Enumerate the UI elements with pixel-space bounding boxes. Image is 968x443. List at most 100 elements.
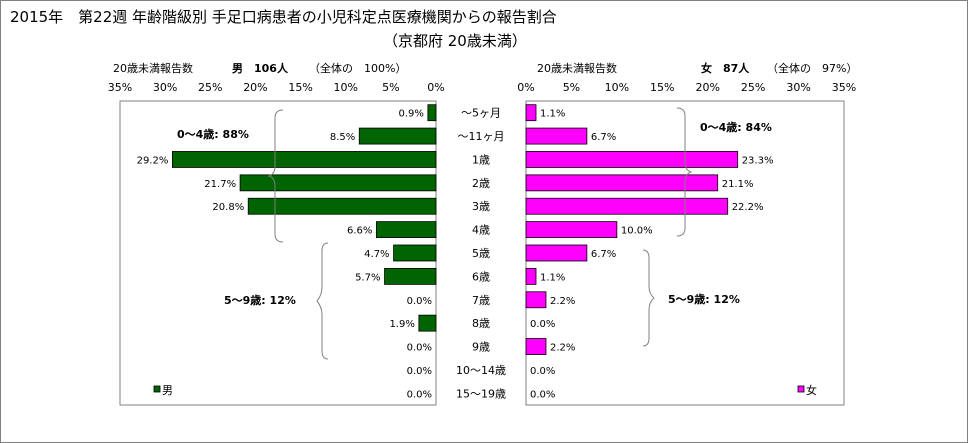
male-data-label: 0.9% — [398, 109, 423, 120]
category-label: 15〜19歳 — [456, 387, 506, 400]
category-label: 4歳 — [472, 224, 490, 237]
female-data-label: 0.0% — [530, 319, 555, 330]
male-data-label: 20.8% — [212, 202, 244, 213]
female-bar — [525, 267, 537, 285]
right-tick-label: 35% — [832, 81, 856, 94]
category-label: 9歳 — [472, 341, 490, 354]
left-tick-label: 15% — [288, 81, 312, 94]
female-bar — [525, 338, 547, 355]
right-tick-label: 30% — [786, 81, 810, 94]
female-legend-label: 女 — [806, 383, 817, 397]
male-data-label: 0.0% — [407, 343, 432, 354]
left-header-count: 男 106人 — [232, 61, 289, 75]
male-bar — [247, 197, 437, 215]
right-tick-label: 10% — [605, 81, 629, 94]
female-bar — [525, 174, 719, 192]
male-data-label: 1.9% — [389, 319, 414, 330]
right-header-total: （全体の 97%） — [767, 61, 857, 75]
female-legend-swatch — [797, 385, 805, 393]
left-header-label: 20歳未満報告数 — [113, 62, 193, 75]
chart-subtitle: （京都府 20歳未満） — [383, 32, 527, 50]
male-bar — [171, 151, 437, 168]
female-bar — [525, 244, 588, 262]
male-data-label: 8.5% — [330, 132, 355, 143]
female-bar — [525, 151, 739, 168]
right-tick-label: 20% — [695, 81, 719, 94]
male-bar — [384, 267, 437, 285]
left-tick-label: 35% — [108, 81, 132, 94]
right-header-label: 20歳未満報告数 — [537, 62, 617, 75]
female-data-label: 21.1% — [722, 179, 754, 190]
female-data-label: 6.7% — [591, 132, 616, 143]
right-axis-ticks: 0% 5% 10% 15% 20% 25% 30% 35% — [517, 81, 856, 94]
female-data-label: 1.1% — [540, 272, 565, 283]
category-label: 7歳 — [472, 294, 490, 307]
female-0-4-bracket — [676, 107, 693, 237]
female-data-label: 10.0% — [621, 226, 653, 237]
category-label: 2歳 — [472, 177, 490, 190]
male-0-4-annotation: 0〜4歳: 88% — [177, 127, 249, 141]
female-bar — [525, 221, 618, 239]
male-series: 0.9% 8.5% 29.2% 21.7% 20.8% 6.6% 4.7% 5.7% 0.0% 1… — [137, 104, 437, 400]
male-data-label: 21.7% — [204, 179, 236, 190]
female-data-label: 6.7% — [591, 249, 616, 260]
female-data-label: 0.0% — [530, 366, 555, 377]
female-5-9-annotation: 5〜9歳: 12% — [668, 292, 740, 306]
male-data-label: 0.0% — [407, 389, 432, 400]
female-data-label: 2.2% — [550, 343, 575, 354]
female-0-4-annotation: 0〜4歳: 84% — [700, 120, 772, 134]
right-tick-label: 0% — [517, 81, 534, 94]
male-bar — [358, 127, 437, 145]
left-tick-label: 0% — [427, 81, 444, 94]
category-label: 3歳 — [472, 200, 490, 213]
left-axis-ticks: 35% 30% 25% 20% 15% 10% 5% 0% — [108, 81, 445, 94]
female-data-label: 22.2% — [732, 202, 764, 213]
female-bar — [525, 291, 547, 309]
male-data-label: 29.2% — [137, 155, 169, 166]
category-labels: 〜5ヶ月〜11ヶ月 1歳 2歳 3歳 4歳 5歳 6歳 7歳 8歳 9歳 10〜14歳 15〜19歳 — [456, 107, 506, 401]
male-bar — [376, 221, 437, 239]
category-label: 〜11ヶ月 — [458, 130, 505, 143]
left-tick-label: 25% — [198, 81, 222, 94]
female-series: 1.1% 6.7% 23.3% 21.1% 22.2% 10.0% 6.7% 1.1% 2.2%… — [525, 104, 774, 400]
male-data-label: 0.0% — [407, 366, 432, 377]
male-bar — [239, 174, 437, 192]
female-bar — [525, 197, 729, 215]
male-5-9-bracket — [316, 242, 329, 360]
male-legend-label: 男 — [162, 384, 173, 397]
male-legend-swatch — [153, 385, 161, 393]
right-tick-label: 25% — [741, 81, 765, 94]
male-data-label: 4.7% — [364, 249, 389, 260]
female-data-label: 1.1% — [540, 109, 565, 120]
female-data-label: 2.2% — [550, 296, 575, 307]
left-tick-label: 5% — [382, 81, 399, 94]
female-5-9-bracket — [642, 249, 655, 347]
category-label: 〜5ヶ月 — [461, 107, 501, 120]
right-tick-label: 15% — [650, 81, 674, 94]
female-bar — [525, 127, 588, 145]
right-header-count: 女 87人 — [701, 61, 750, 75]
category-label: 8歳 — [472, 317, 490, 330]
right-tick-label: 5% — [563, 81, 580, 94]
category-label: 1歳 — [472, 153, 490, 166]
female-bar — [525, 104, 537, 122]
left-tick-label: 30% — [153, 81, 177, 94]
left-tick-label: 10% — [333, 81, 357, 94]
male-5-9-annotation: 5〜9歳: 12% — [224, 293, 296, 307]
left-header-total: （全体の 100%） — [309, 61, 406, 75]
female-data-label: 23.3% — [742, 155, 774, 166]
category-label: 10〜14歳 — [456, 364, 506, 377]
male-0-4-bracket — [267, 109, 284, 243]
male-bar — [393, 244, 437, 262]
male-data-label: 5.7% — [355, 272, 380, 283]
category-label: 6歳 — [472, 270, 490, 283]
female-data-label: 0.0% — [530, 389, 555, 400]
chart-title: 2015年 第22週 年齢階級別 手足口病患者の小児科定点医療機関からの報告割合 — [10, 8, 557, 26]
left-tick-label: 20% — [243, 81, 267, 94]
male-bar — [427, 104, 437, 122]
male-data-label: 0.0% — [407, 296, 432, 307]
category-label: 5歳 — [472, 247, 490, 260]
male-data-label: 6.6% — [347, 226, 372, 237]
male-bar — [418, 314, 437, 332]
